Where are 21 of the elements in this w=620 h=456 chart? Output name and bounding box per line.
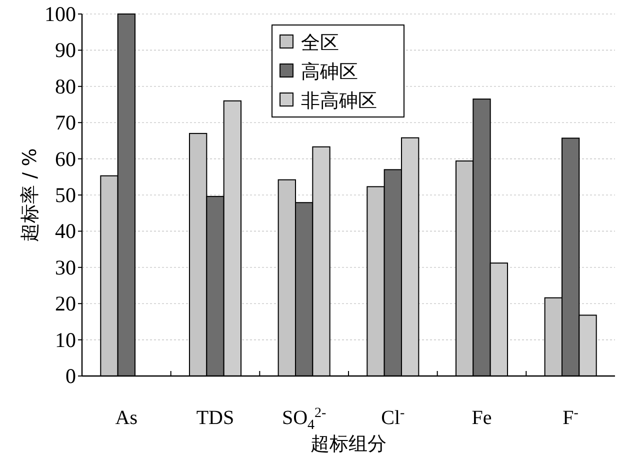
legend-label: 全区 (301, 32, 339, 54)
y-tick-label: 60 (55, 146, 76, 171)
y-axis-title: 超标率 / % (19, 148, 41, 242)
x-tick-label: F$^{-}$ (562, 406, 579, 429)
x-tick-label: Fe (472, 407, 492, 429)
x-tick-label: Cl$^{-}$ (381, 406, 406, 429)
y-tick-label: 80 (55, 74, 76, 98)
y-tick-label: 90 (55, 38, 76, 62)
y-tick-label: 70 (55, 110, 76, 135)
x-axis-title: 超标组分 (310, 433, 386, 455)
y-tick-label: 50 (55, 183, 76, 207)
legend-label: 高砷区 (301, 61, 358, 83)
x-tick-label: TDS (196, 407, 234, 429)
y-tick-label: 20 (55, 292, 76, 316)
y-tick-label: 100 (44, 2, 76, 26)
y-tick-label: 10 (55, 328, 76, 352)
y-tick-label: 0 (66, 364, 76, 388)
legend-label: 非高砷区 (301, 90, 377, 112)
x-tick-label: As (115, 407, 138, 429)
y-tick-label: 30 (55, 255, 76, 280)
y-tick-label: 40 (55, 219, 76, 244)
